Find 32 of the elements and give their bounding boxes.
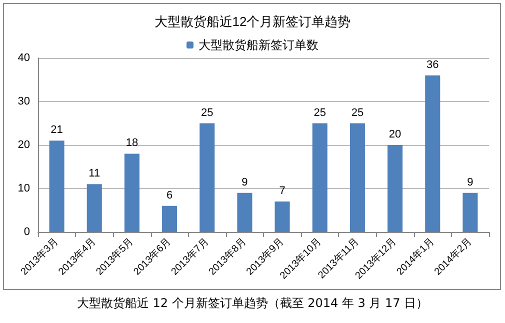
legend-label: 大型散货船新签订单数 [198, 38, 318, 52]
y-tick-label: 20 [18, 139, 30, 151]
data-label: 7 [279, 185, 286, 198]
bar [388, 145, 403, 232]
chart-title: 大型散货船近12个月新签订单趋势 [154, 14, 351, 29]
data-label: 20 [388, 128, 402, 140]
bar [49, 140, 64, 232]
y-tick-label: 0 [24, 226, 30, 238]
y-tick-label: 40 [18, 52, 30, 64]
data-label: 18 [126, 137, 138, 150]
data-label: 25 [314, 106, 326, 119]
data-label: 21 [50, 124, 63, 136]
text: 大型散货船近 12 个月新签订单趋势（截至 2014 年 3 月 17 日） [76, 295, 430, 312]
bar [124, 154, 140, 232]
bar [312, 123, 328, 232]
data-label: 25 [351, 106, 364, 119]
data-label: 9 [242, 176, 248, 188]
bar [350, 123, 365, 232]
bar [462, 192, 478, 232]
bar [86, 184, 102, 232]
y-tick-label: 10 [18, 182, 30, 194]
y-tick-label: 30 [18, 96, 30, 108]
bar [237, 192, 252, 232]
bar [274, 202, 290, 232]
data-label: 9 [467, 176, 474, 188]
data-label: 25 [201, 106, 214, 119]
data-label: 6 [166, 189, 173, 202]
bar [162, 206, 178, 232]
data-label: 36 [426, 58, 439, 71]
bar [200, 123, 215, 232]
bar [425, 75, 440, 232]
data-label: 11 [88, 168, 100, 180]
